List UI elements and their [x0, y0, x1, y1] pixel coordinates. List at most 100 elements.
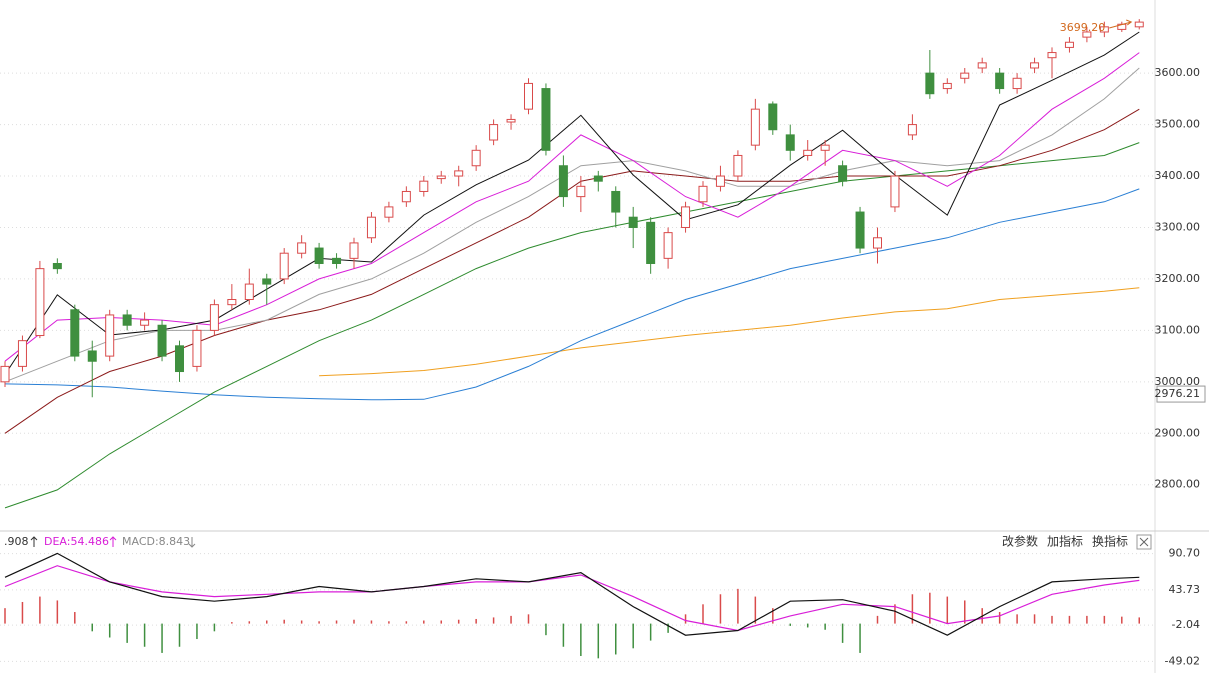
candle-body [52, 262, 62, 270]
button[interactable]: 改参数 [1002, 534, 1038, 549]
candle-body [541, 88, 551, 151]
candle-body [419, 180, 429, 192]
candle-body [227, 299, 237, 306]
candle-body [1082, 31, 1092, 38]
candle-body [873, 237, 882, 249]
candle-body [576, 185, 586, 198]
candle-body [698, 185, 708, 203]
y-tick-label: 2800.00 [1155, 478, 1201, 491]
annotation: 3699.20 [1060, 21, 1106, 34]
y-tick-label: 3000.00 [1155, 375, 1201, 388]
candle-body [262, 278, 272, 285]
ma-line [4, 31, 1140, 375]
candle-body [297, 242, 307, 254]
candle-body [87, 350, 97, 362]
candle-body [192, 329, 202, 367]
y-tick-label: -2.04 [1172, 618, 1200, 631]
candle-body [157, 324, 167, 357]
ma-line [4, 188, 1140, 401]
candle-body [942, 82, 952, 90]
candle-body [611, 190, 621, 213]
candle-body [1099, 26, 1109, 33]
dif-line [4, 552, 1140, 636]
y-tick-label: -49.02 [1165, 654, 1200, 667]
ma-line [4, 142, 1140, 509]
y-tick-label: 3600.00 [1155, 66, 1201, 79]
candle-body [785, 134, 795, 151]
macd-arrow [188, 537, 196, 548]
y-tick-label: 3300.00 [1155, 220, 1201, 233]
annotation-arrow [1109, 19, 1133, 29]
candle-body [524, 82, 533, 110]
dif-arrow [30, 536, 38, 547]
dif-label: .908 [4, 535, 29, 548]
candle-body [209, 304, 219, 331]
price-marker-label: 2976.21 [1155, 387, 1201, 400]
candle-body [681, 206, 691, 228]
y-tick-label: 90.70 [1169, 547, 1201, 560]
candle-body [489, 124, 499, 141]
candle-body [646, 221, 656, 264]
candle-body [70, 309, 80, 357]
macd-label: MACD:8.843 [122, 535, 190, 548]
dea-line [4, 565, 1140, 632]
y-tick-label: 43.73 [1169, 583, 1201, 596]
candle-body [122, 314, 132, 326]
candle-body [471, 149, 481, 167]
candle-body [995, 72, 1005, 90]
y-tick-label: 3100.00 [1155, 323, 1201, 336]
candle-body [0, 365, 10, 383]
price-marker-box [1156, 385, 1206, 403]
candle-body [1134, 21, 1144, 28]
candle-body [838, 165, 848, 182]
candle-body [977, 62, 987, 69]
candle-body [35, 268, 45, 337]
y-tick-label: 3400.00 [1155, 169, 1201, 182]
candle-body [890, 175, 900, 208]
candle-body [820, 144, 830, 151]
ma-line [319, 287, 1140, 377]
candle-body [960, 72, 970, 79]
candle-body [349, 242, 359, 259]
candle-body [855, 211, 865, 249]
candle-body [436, 175, 446, 180]
candle-body [558, 165, 568, 198]
y-tick-label: 3500.00 [1155, 118, 1201, 131]
button[interactable]: 换指标 [1092, 534, 1128, 549]
candle-body [663, 232, 673, 259]
candle-body [366, 216, 376, 239]
candle-body [628, 216, 638, 228]
candle-body [1064, 41, 1074, 48]
dea-arrow [109, 536, 117, 547]
candle-body [384, 206, 394, 218]
candle-body [925, 72, 935, 95]
candle-body [1030, 62, 1040, 69]
candle-body [332, 257, 342, 264]
candle-body [105, 314, 115, 357]
candle-body [803, 149, 813, 156]
candle-body [715, 175, 725, 187]
candle-body [506, 118, 516, 123]
y-tick-label: 3200.00 [1155, 272, 1201, 285]
dea-label: DEA:54.486 [44, 535, 109, 548]
candle-body [454, 170, 464, 177]
candle-body [279, 252, 289, 280]
candle-body [1012, 77, 1022, 90]
button[interactable]: 加指标 [1047, 534, 1083, 549]
candle-body [750, 108, 760, 146]
candle-body [593, 175, 603, 182]
candle-body [768, 103, 778, 131]
candle-body [907, 124, 917, 136]
close-button[interactable] [1136, 534, 1152, 550]
candle-body [175, 345, 184, 373]
candle-body [401, 190, 411, 203]
candle-body [140, 319, 150, 326]
candle-body [733, 154, 743, 177]
y-tick-label: 2900.00 [1155, 426, 1201, 439]
candle-body [314, 247, 324, 264]
candle-body [1047, 52, 1057, 59]
candle-body [17, 340, 27, 367]
candle-body [244, 283, 254, 301]
